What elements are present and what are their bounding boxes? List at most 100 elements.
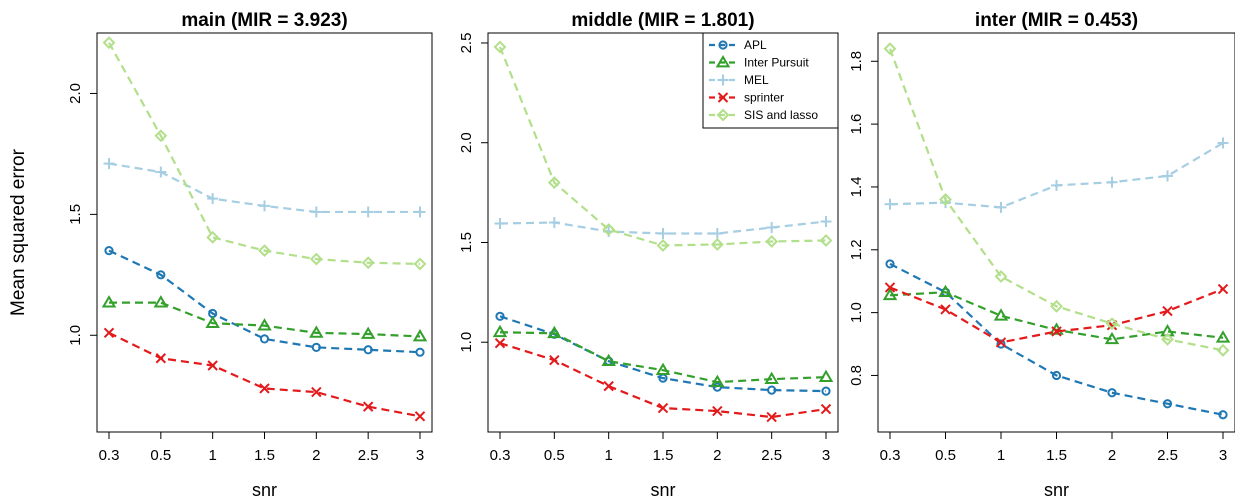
data-point — [154, 129, 168, 143]
data-point — [309, 325, 324, 338]
data-point — [711, 227, 723, 239]
x-tick-label: 3 — [822, 447, 830, 464]
series-apl — [885, 259, 1228, 420]
data-point — [995, 337, 1007, 348]
data-point — [1216, 343, 1230, 357]
data-point — [414, 411, 426, 422]
legend-item: SIS and lasso — [709, 108, 818, 122]
data-point — [885, 259, 895, 269]
data-point — [766, 222, 778, 234]
data-point — [259, 200, 270, 212]
data-point — [1162, 170, 1173, 182]
y-tick-label: 1.2 — [848, 239, 865, 260]
data-point — [883, 42, 897, 56]
data-point — [1105, 317, 1119, 331]
data-point — [310, 206, 322, 218]
data-point — [1217, 137, 1229, 149]
series-inter-pursuit — [882, 284, 1231, 345]
series-line — [888, 48, 1224, 352]
data-point — [938, 284, 953, 298]
data-point — [155, 353, 167, 364]
data-point — [362, 206, 374, 218]
data-point — [657, 402, 669, 414]
x-tick-label: 2.5 — [358, 447, 379, 464]
data-point — [764, 371, 779, 384]
y-axis-label: Mean squared error — [8, 148, 29, 316]
data-point — [363, 345, 373, 355]
data-point — [1106, 176, 1118, 188]
data-point — [820, 216, 832, 228]
data-point — [548, 217, 560, 229]
panel-3: inter (MIR = 0.453) 0.3 0.5 1 1.5 2 2.5 3 snr 0.8… — [848, 10, 1235, 498]
series-mel — [103, 158, 426, 218]
data-point — [1104, 331, 1120, 345]
data-point — [1162, 399, 1173, 409]
y-tick-label: 1.0 — [848, 302, 865, 323]
data-point — [547, 325, 562, 339]
data-point — [413, 257, 427, 271]
panel-title: middle (MIR = 1.801) — [571, 10, 754, 31]
series-line — [108, 331, 421, 418]
data-point — [493, 40, 507, 54]
data-point — [494, 338, 506, 349]
y-tick-label: 1.0 — [458, 332, 475, 353]
data-point — [994, 270, 1008, 283]
x-tick-label: 2 — [713, 447, 721, 464]
data-point — [657, 227, 669, 239]
x-tick-label: 2 — [312, 447, 320, 464]
data-point — [311, 342, 321, 352]
x-tick-label: 2.5 — [1157, 447, 1178, 464]
data-point — [360, 326, 376, 339]
y-tick-label: 1.8 — [848, 51, 865, 72]
series-sprinter — [884, 282, 1229, 348]
x-tick-label: 2 — [1108, 447, 1116, 464]
data-point — [104, 246, 114, 256]
data-point — [818, 369, 834, 382]
series-mel — [884, 137, 1229, 213]
series-sprinter — [103, 327, 426, 422]
data-point — [712, 405, 723, 417]
series-sis-and-lasso — [883, 42, 1230, 357]
series-apl — [495, 311, 831, 396]
legend-label: SIS and lasso — [744, 108, 818, 122]
legend: APL Inter Pursuit MEL sprinter SIS and lasso — [702, 32, 839, 129]
data-point — [103, 327, 115, 339]
series-line — [109, 301, 421, 338]
x-tick-label: 0.5 — [150, 447, 171, 464]
x-tick-label: 2.5 — [761, 447, 782, 464]
data-point — [206, 230, 220, 244]
legend-swatch-marker — [715, 55, 731, 68]
legend-label: sprinter — [744, 91, 784, 105]
data-point — [655, 362, 671, 376]
x-tick-label: 1.5 — [653, 447, 674, 464]
data-point — [101, 295, 117, 308]
series-inter-pursuit — [492, 324, 834, 387]
data-point — [767, 385, 777, 395]
data-point — [765, 235, 779, 248]
y-tick-label: 2.5 — [458, 33, 475, 54]
series-line — [108, 42, 421, 266]
series-line — [499, 331, 827, 384]
series-line — [108, 249, 421, 354]
data-point — [996, 339, 1006, 349]
data-point — [103, 158, 115, 170]
x-tick-label: 3 — [416, 447, 424, 464]
data-point — [1162, 305, 1173, 317]
x-tick-label: 1.5 — [254, 447, 275, 464]
data-point — [939, 193, 952, 206]
legend-item: MEL — [709, 73, 769, 87]
data-point — [710, 238, 724, 251]
data-point — [547, 176, 561, 190]
data-point — [820, 403, 832, 415]
data-point — [415, 347, 425, 357]
data-point — [205, 315, 220, 329]
series-apl — [104, 246, 425, 357]
panel-1: main (MIR = 3.923) 0.3 0.5 1 1.5 2 2.5 3 snr 1.0 1… — [67, 10, 433, 498]
legend-swatch-marker — [717, 74, 729, 86]
x-axis-label: snr — [650, 480, 675, 498]
series-line — [889, 142, 1224, 209]
y-tick-label: 1.5 — [458, 232, 475, 253]
series-line — [499, 342, 827, 419]
data-point — [940, 304, 951, 315]
